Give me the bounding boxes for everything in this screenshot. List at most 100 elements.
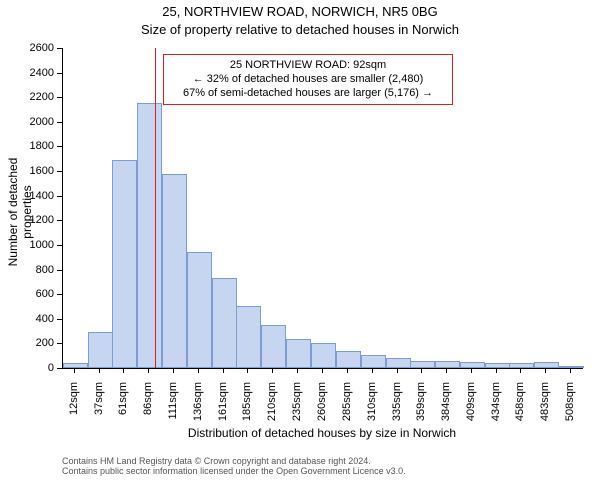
y-tick-mark xyxy=(57,73,62,74)
x-tick-mark xyxy=(397,368,398,373)
y-tick-label: 800 xyxy=(36,264,54,276)
histogram-bar xyxy=(311,343,336,368)
x-tick-label: 61sqm xyxy=(117,382,129,432)
histogram-bar xyxy=(435,361,460,368)
histogram-bar xyxy=(162,174,187,368)
histogram-bar xyxy=(63,363,88,368)
x-tick-mark xyxy=(99,368,100,373)
histogram-bar xyxy=(112,160,137,368)
x-tick-mark xyxy=(272,368,273,373)
x-tick-mark xyxy=(74,368,75,373)
y-tick-label: 2000 xyxy=(30,116,54,128)
x-tick-mark xyxy=(297,368,298,373)
y-tick-mark xyxy=(57,171,62,172)
annotation-line: ← 32% of detached houses are smaller (2,… xyxy=(168,73,448,87)
histogram-bar xyxy=(336,351,361,368)
y-tick-label: 0 xyxy=(48,362,54,374)
y-tick-mark xyxy=(57,270,62,271)
x-tick-mark xyxy=(421,368,422,373)
histogram-bar xyxy=(137,103,162,368)
y-tick-label: 1200 xyxy=(30,214,54,226)
y-tick-mark xyxy=(57,220,62,221)
histogram-bar xyxy=(88,332,113,368)
x-tick-label: 185sqm xyxy=(241,382,253,432)
y-tick-mark xyxy=(57,97,62,98)
x-tick-mark xyxy=(247,368,248,373)
x-tick-label: 458sqm xyxy=(514,382,526,432)
histogram-bar xyxy=(534,362,559,368)
x-tick-mark xyxy=(148,368,149,373)
x-tick-mark xyxy=(471,368,472,373)
x-tick-label: 359sqm xyxy=(415,382,427,432)
x-tick-label: 260sqm xyxy=(316,382,328,432)
chart-title-line1: 25, NORTHVIEW ROAD, NORWICH, NR5 0BG xyxy=(0,4,600,19)
x-tick-label: 235sqm xyxy=(291,382,303,432)
y-tick-label: 2200 xyxy=(30,91,54,103)
histogram-bar xyxy=(187,252,212,368)
y-tick-mark xyxy=(57,319,62,320)
y-tick-mark xyxy=(57,196,62,197)
x-tick-label: 409sqm xyxy=(465,382,477,432)
y-tick-mark xyxy=(57,343,62,344)
x-tick-label: 483sqm xyxy=(539,382,551,432)
histogram-bar xyxy=(460,362,485,368)
histogram-bar xyxy=(559,366,584,368)
x-tick-mark xyxy=(570,368,571,373)
histogram-bar xyxy=(261,325,286,368)
y-tick-label: 400 xyxy=(36,313,54,325)
x-tick-label: 86sqm xyxy=(142,382,154,432)
y-tick-label: 2400 xyxy=(30,67,54,79)
y-tick-label: 1000 xyxy=(30,239,54,251)
reference-line xyxy=(155,48,156,368)
x-tick-label: 335sqm xyxy=(391,382,403,432)
annotation-box: 25 NORTHVIEW ROAD: 92sqm← 32% of detache… xyxy=(163,54,453,105)
histogram-bar xyxy=(509,363,534,368)
x-tick-mark xyxy=(347,368,348,373)
x-tick-label: 111sqm xyxy=(167,382,179,432)
histogram-bar xyxy=(410,361,435,368)
x-tick-mark xyxy=(173,368,174,373)
histogram-bar xyxy=(485,363,510,368)
y-tick-mark xyxy=(57,368,62,369)
y-tick-label: 600 xyxy=(36,288,54,300)
histogram-bar xyxy=(361,355,386,368)
y-tick-label: 1800 xyxy=(30,140,54,152)
y-tick-label: 1600 xyxy=(30,165,54,177)
x-tick-label: 384sqm xyxy=(440,382,452,432)
x-tick-label: 310sqm xyxy=(366,382,378,432)
chart-title-line2: Size of property relative to detached ho… xyxy=(0,22,600,37)
histogram-bar xyxy=(286,339,311,368)
x-tick-mark xyxy=(496,368,497,373)
plot-area: 25 NORTHVIEW ROAD: 92sqm← 32% of detache… xyxy=(62,48,583,369)
annotation-line: 67% of semi-detached houses are larger (… xyxy=(168,87,448,101)
x-tick-mark xyxy=(372,368,373,373)
x-tick-label: 12sqm xyxy=(68,382,80,432)
credits-text: Contains HM Land Registry data © Crown c… xyxy=(62,456,406,476)
x-tick-mark xyxy=(198,368,199,373)
y-tick-mark xyxy=(57,48,62,49)
x-tick-label: 210sqm xyxy=(266,382,278,432)
x-tick-mark xyxy=(520,368,521,373)
x-tick-label: 136sqm xyxy=(192,382,204,432)
y-tick-mark xyxy=(57,122,62,123)
y-axis-label: Number of detached properties xyxy=(6,132,34,292)
y-tick-mark xyxy=(57,294,62,295)
y-tick-mark xyxy=(57,245,62,246)
annotation-line: 25 NORTHVIEW ROAD: 92sqm xyxy=(168,59,448,73)
x-tick-mark xyxy=(123,368,124,373)
x-tick-label: 508sqm xyxy=(564,382,576,432)
y-tick-label: 2600 xyxy=(30,42,54,54)
x-tick-mark xyxy=(545,368,546,373)
x-tick-label: 285sqm xyxy=(341,382,353,432)
x-tick-mark xyxy=(446,368,447,373)
y-tick-mark xyxy=(57,146,62,147)
y-tick-label: 1400 xyxy=(30,190,54,202)
x-tick-mark xyxy=(223,368,224,373)
histogram-bar xyxy=(386,358,411,368)
x-tick-mark xyxy=(322,368,323,373)
histogram-bar xyxy=(212,278,237,368)
x-tick-label: 161sqm xyxy=(217,382,229,432)
x-tick-label: 434sqm xyxy=(490,382,502,432)
y-tick-label: 200 xyxy=(36,337,54,349)
chart-root: 25, NORTHVIEW ROAD, NORWICH, NR5 0BG Siz… xyxy=(0,0,600,500)
